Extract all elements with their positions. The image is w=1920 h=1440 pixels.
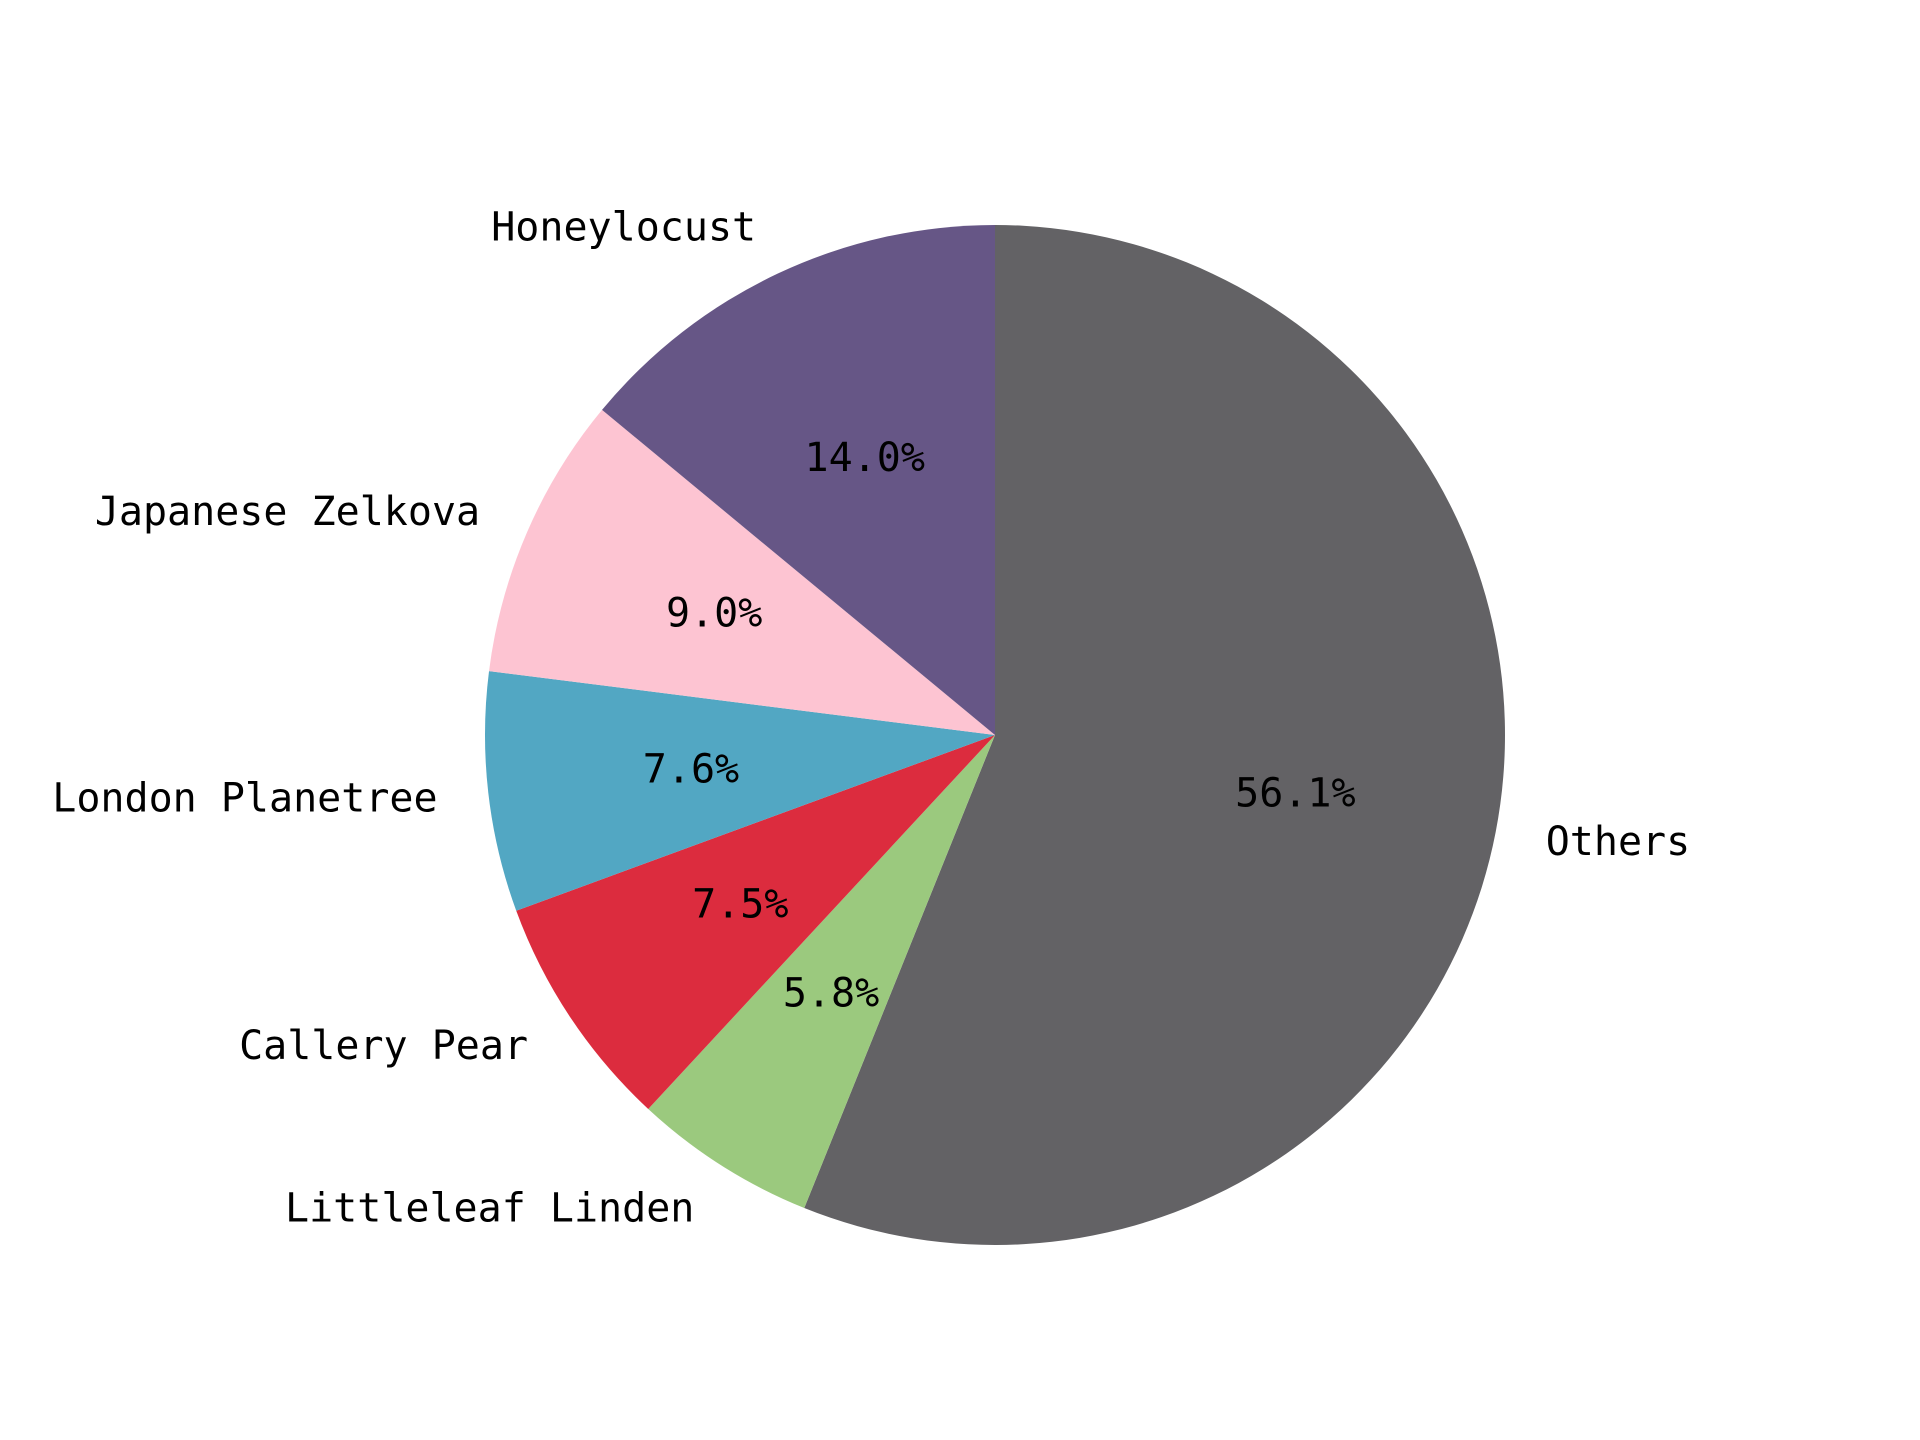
category-label-japanese-zelkova: Japanese Zelkova <box>95 489 480 535</box>
pct-label-london-planetree: 7.6% <box>643 747 739 793</box>
category-label-london-planetree: London Planetree <box>52 775 437 821</box>
category-label-honeylocust: Honeylocust <box>491 204 756 250</box>
pct-label-honeylocust: 14.0% <box>805 435 925 481</box>
pie-slice-london-planetree <box>485 671 995 911</box>
category-label-others: Others <box>1546 819 1691 865</box>
pie-slice-others <box>804 225 1505 1245</box>
category-label-littleleaf-linden: Littleleaf Linden <box>285 1186 694 1232</box>
pie-slice-littleleaf-linden <box>648 735 995 1208</box>
pct-label-littleleaf-linden: 5.8% <box>783 970 879 1016</box>
slices-group <box>485 225 1505 1245</box>
pie-slice-callery-pear <box>516 735 995 1109</box>
pie-slice-japanese-zelkova <box>489 409 995 735</box>
category-label-callery-pear: Callery Pear <box>239 1023 528 1069</box>
pct-label-japanese-zelkova: 9.0% <box>666 590 762 636</box>
labels-group: 56.1% Others 5.8% Littleleaf Linden 7.5% Call… <box>52 204 1690 1231</box>
pie-slice-honeylocust <box>602 225 995 735</box>
pct-label-callery-pear: 7.5% <box>692 882 788 928</box>
pct-label-others: 56.1% <box>1235 770 1355 816</box>
